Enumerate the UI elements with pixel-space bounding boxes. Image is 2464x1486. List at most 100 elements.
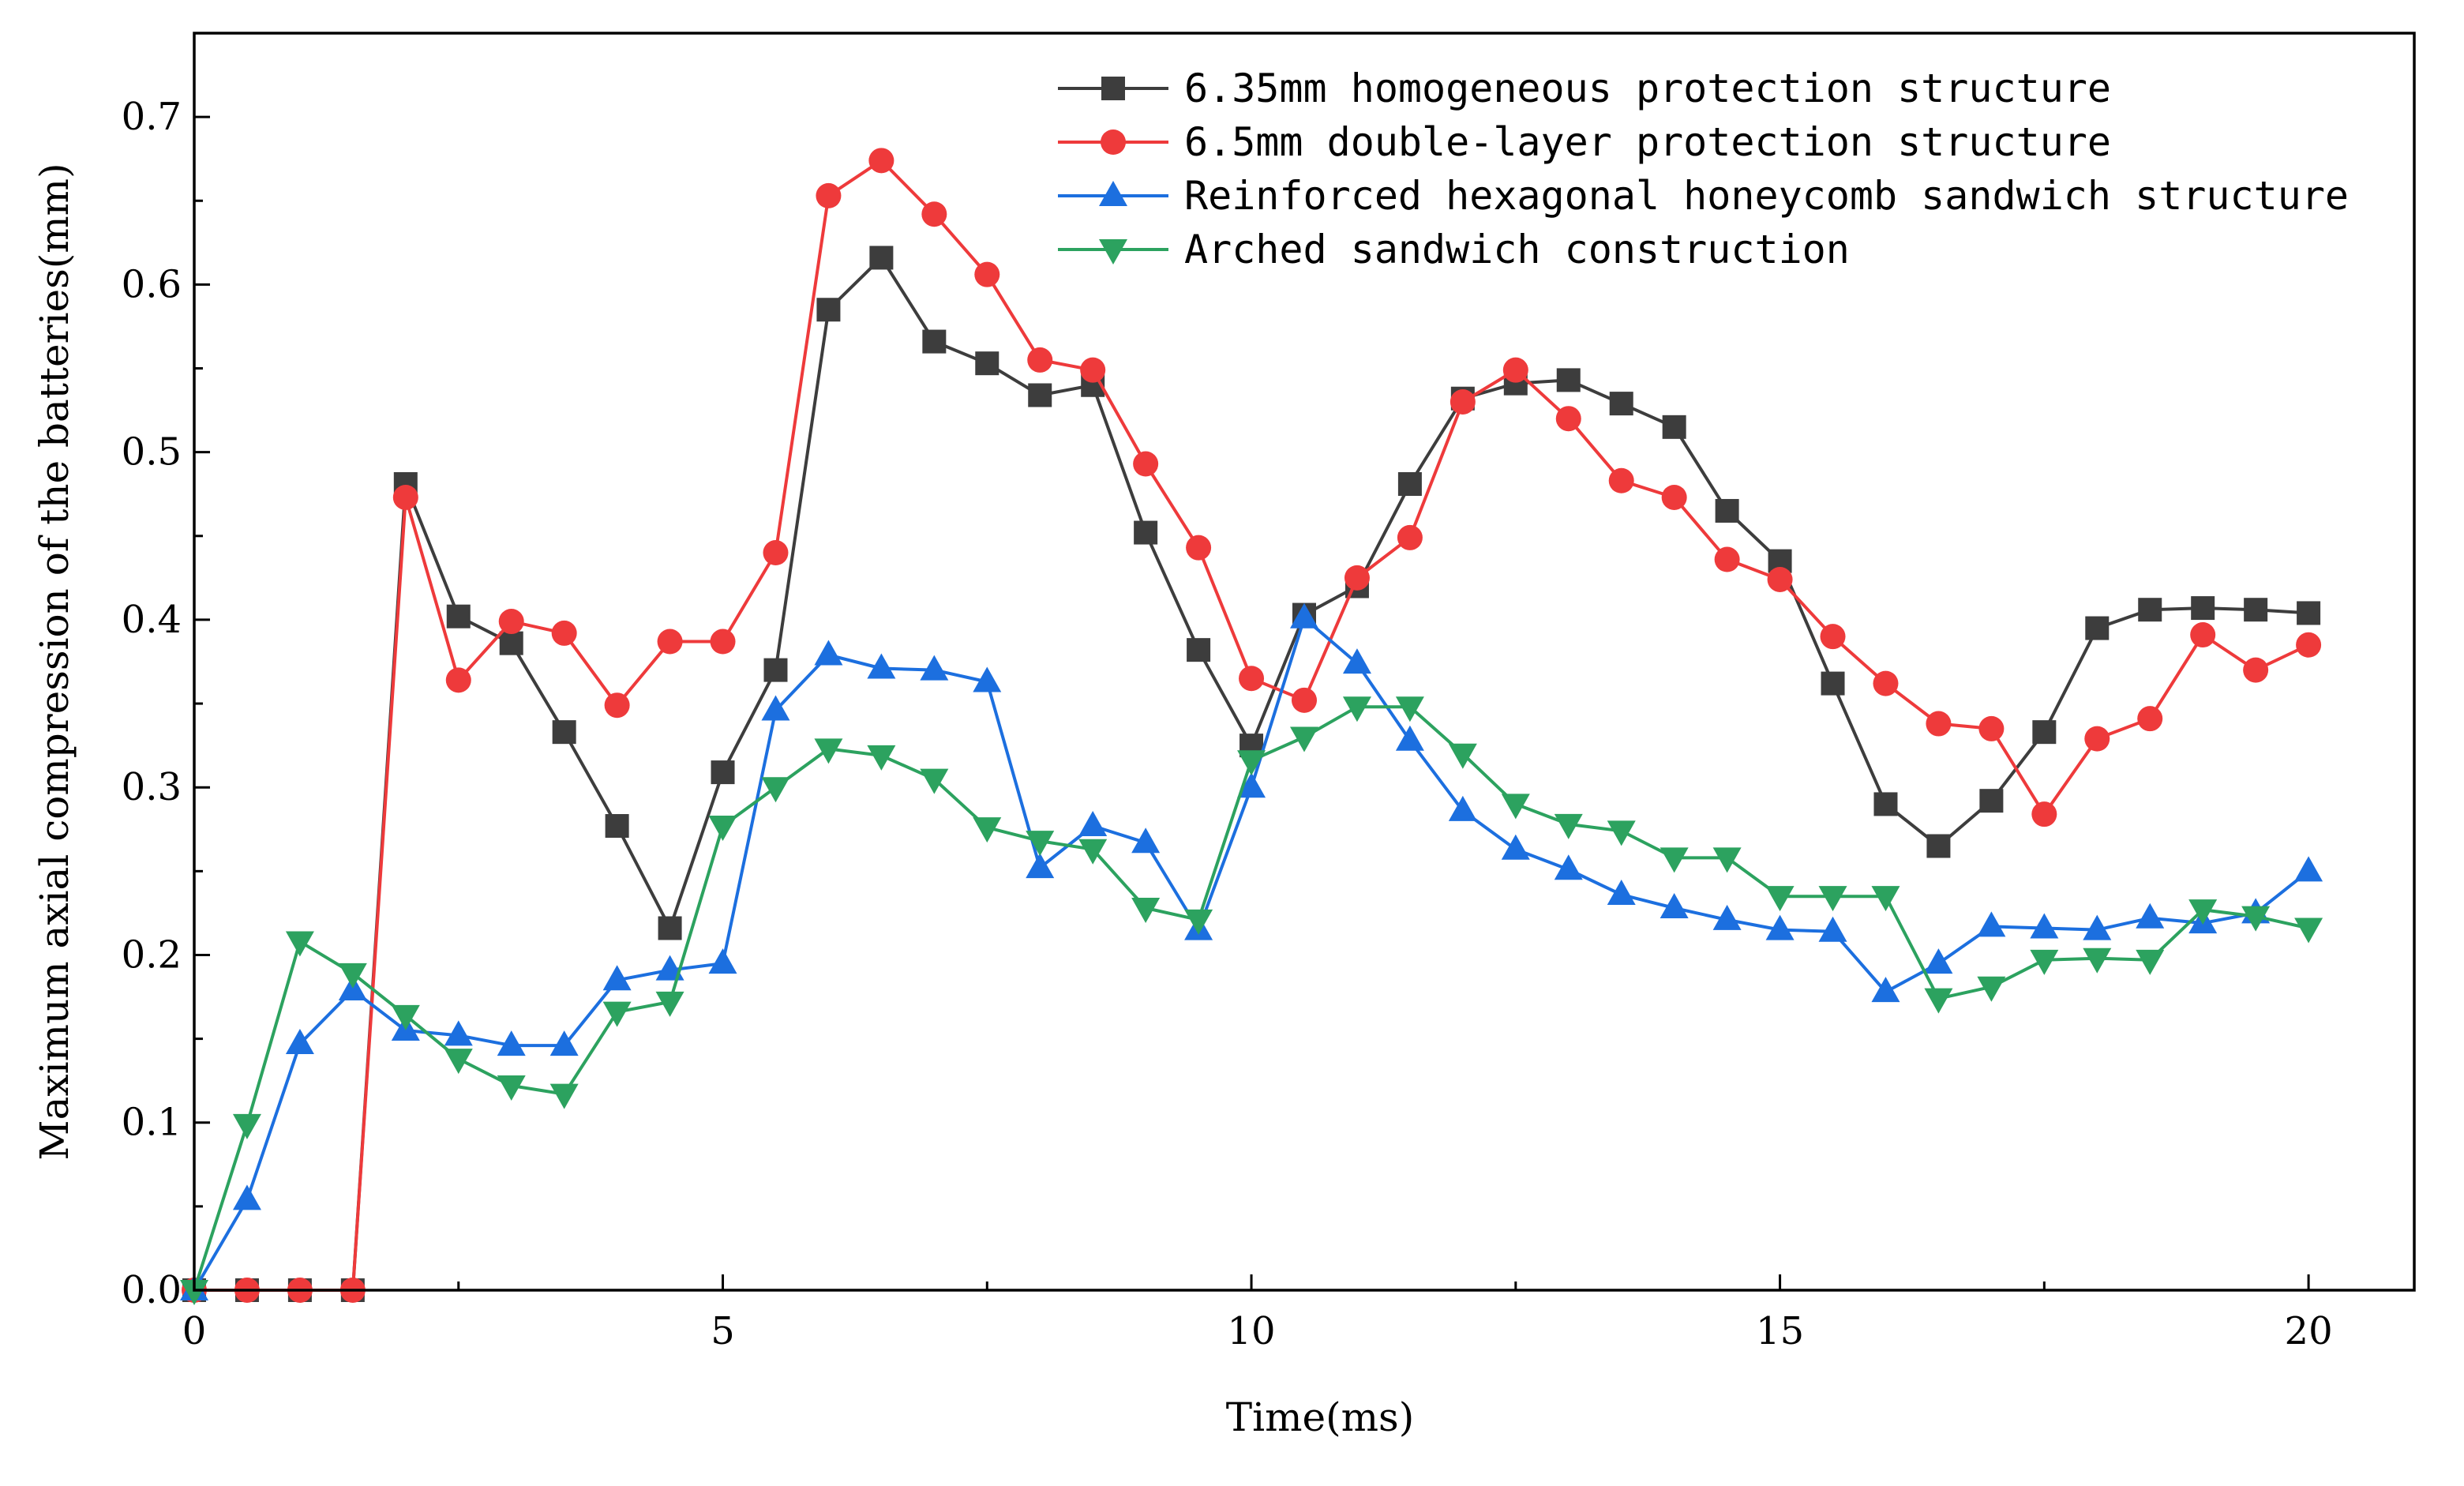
data-point-triangle-down <box>2030 949 2059 975</box>
data-point-triangle-down <box>602 1001 632 1027</box>
data-point-triangle-up <box>1712 904 1742 930</box>
data-point-triangle-up <box>1765 914 1795 940</box>
data-point-square <box>2085 616 2110 640</box>
data-point-triangle-down <box>1818 886 1847 912</box>
data-point-triangle-down <box>1184 909 1213 935</box>
data-point-square <box>1926 834 1951 858</box>
data-point-triangle-down <box>1765 886 1795 912</box>
data-point-square <box>1979 789 2004 813</box>
y-tick-label: 0.6 <box>122 262 182 306</box>
data-point-circle <box>1450 388 1476 415</box>
plot-area <box>180 148 2323 1305</box>
data-point-triangle-down <box>708 816 737 842</box>
x-tick-label: 15 <box>1756 1309 1804 1353</box>
data-point-circle <box>445 667 471 693</box>
data-point-circle <box>1926 711 1952 737</box>
x-tick-label: 20 <box>2285 1309 2333 1353</box>
data-point-triangle-down <box>814 738 843 764</box>
data-point-square <box>1397 471 1422 496</box>
data-point-triangle-down <box>549 1083 579 1109</box>
data-point-triangle-up <box>1131 827 1161 854</box>
data-point-triangle-down <box>232 1113 261 1139</box>
legend-item-1: 6.35mm homogeneous protection structure <box>1058 66 2111 111</box>
data-point-triangle-up <box>1395 725 1424 751</box>
x-tick-label: 10 <box>1228 1309 1276 1353</box>
data-point-triangle-down <box>1660 847 1689 873</box>
data-point-triangle-down <box>973 817 1002 843</box>
data-point-circle <box>2190 622 2216 648</box>
data-point-square <box>2138 598 2162 622</box>
legend-label: Reinforced hexagonal honeycomb sandwich … <box>1184 173 2349 219</box>
data-point-triangle-down <box>2241 906 2271 932</box>
legend: 6.35mm homogeneous protection structure 6… <box>1058 66 2349 272</box>
plot-frame <box>193 32 2416 1292</box>
data-point-circle <box>1397 524 1423 550</box>
data-point-square <box>2244 598 2268 622</box>
data-point-triangle-down <box>338 963 367 989</box>
data-point-circle <box>1873 670 1899 696</box>
data-point-triangle-up <box>1501 834 1530 860</box>
data-point-triangle-down <box>2083 948 2112 974</box>
data-point-square <box>816 298 841 322</box>
data-point-triangle-up <box>1342 648 1371 674</box>
data-point-triangle-up <box>973 666 1002 692</box>
data-point-triangle-down <box>1290 726 1318 752</box>
axes <box>193 32 2416 1292</box>
series-3 <box>180 602 2323 1300</box>
data-point-triangle-up <box>1448 795 1477 821</box>
data-point-triangle-down <box>497 1075 526 1101</box>
data-point-triangle-down <box>920 768 949 794</box>
legend-label: Arched sandwich construction <box>1184 227 1850 272</box>
x-axis-title: Time(ms) <box>1226 1394 1414 1440</box>
data-point-square <box>552 720 576 745</box>
y-tick-label: 0.1 <box>122 1101 182 1145</box>
data-point-circle <box>498 609 524 635</box>
data-point-triangle-down <box>1712 847 1742 873</box>
data-point-triangle-down <box>1099 239 1127 265</box>
data-point-triangle-up <box>2083 914 2112 940</box>
data-point-triangle-up <box>1026 853 1055 879</box>
data-point-triangle-up <box>1078 811 1108 837</box>
data-point-triangle-up <box>549 1030 579 1056</box>
y-tick-label: 0.3 <box>122 765 182 809</box>
data-point-square <box>869 246 894 270</box>
legend-item-4: Arched sandwich construction <box>1058 227 1850 272</box>
data-point-triangle-down <box>761 777 790 803</box>
data-point-triangle-up <box>232 1184 261 1210</box>
data-point-square <box>1821 671 1845 696</box>
data-point-triangle-up <box>814 640 843 666</box>
data-point-triangle-up <box>497 1030 526 1056</box>
data-point-triangle-down <box>2136 949 2165 975</box>
data-point-square <box>2032 720 2057 745</box>
data-point-square <box>711 760 735 785</box>
data-point-triangle-down <box>1342 696 1371 722</box>
data-point-square <box>1101 77 1125 100</box>
data-point-circle <box>974 261 1000 287</box>
data-point-triangle-down <box>1554 813 1583 839</box>
data-point-square <box>499 631 523 655</box>
data-point-triangle-up <box>1660 893 1689 919</box>
y-tick-label: 0.0 <box>122 1268 182 1312</box>
data-point-triangle-up <box>920 655 949 681</box>
data-point-triangle-down <box>1924 988 1953 1014</box>
data-point-circle <box>1714 546 1740 572</box>
data-point-circle <box>816 182 842 208</box>
data-point-circle <box>1027 347 1053 373</box>
data-point-circle <box>2084 726 2110 752</box>
data-point-circle <box>1101 129 1126 155</box>
data-point-square <box>2191 596 2215 621</box>
data-point-square <box>1556 368 1581 392</box>
data-point-triangle-up <box>2136 902 2165 929</box>
data-point-square <box>446 604 471 629</box>
y-tick-label: 0.5 <box>122 430 182 475</box>
data-point-circle <box>657 629 683 655</box>
y-tick-label: 0.2 <box>122 933 182 977</box>
data-point-circle <box>1555 406 1581 432</box>
data-point-circle <box>2243 657 2269 683</box>
data-point-circle <box>1978 715 2005 741</box>
data-point-triangle-up <box>867 653 896 679</box>
data-point-triangle-down <box>1501 794 1530 820</box>
data-point-triangle-up <box>2294 856 2323 882</box>
data-point-circle <box>2296 632 2322 658</box>
data-point-circle <box>1608 467 1634 493</box>
